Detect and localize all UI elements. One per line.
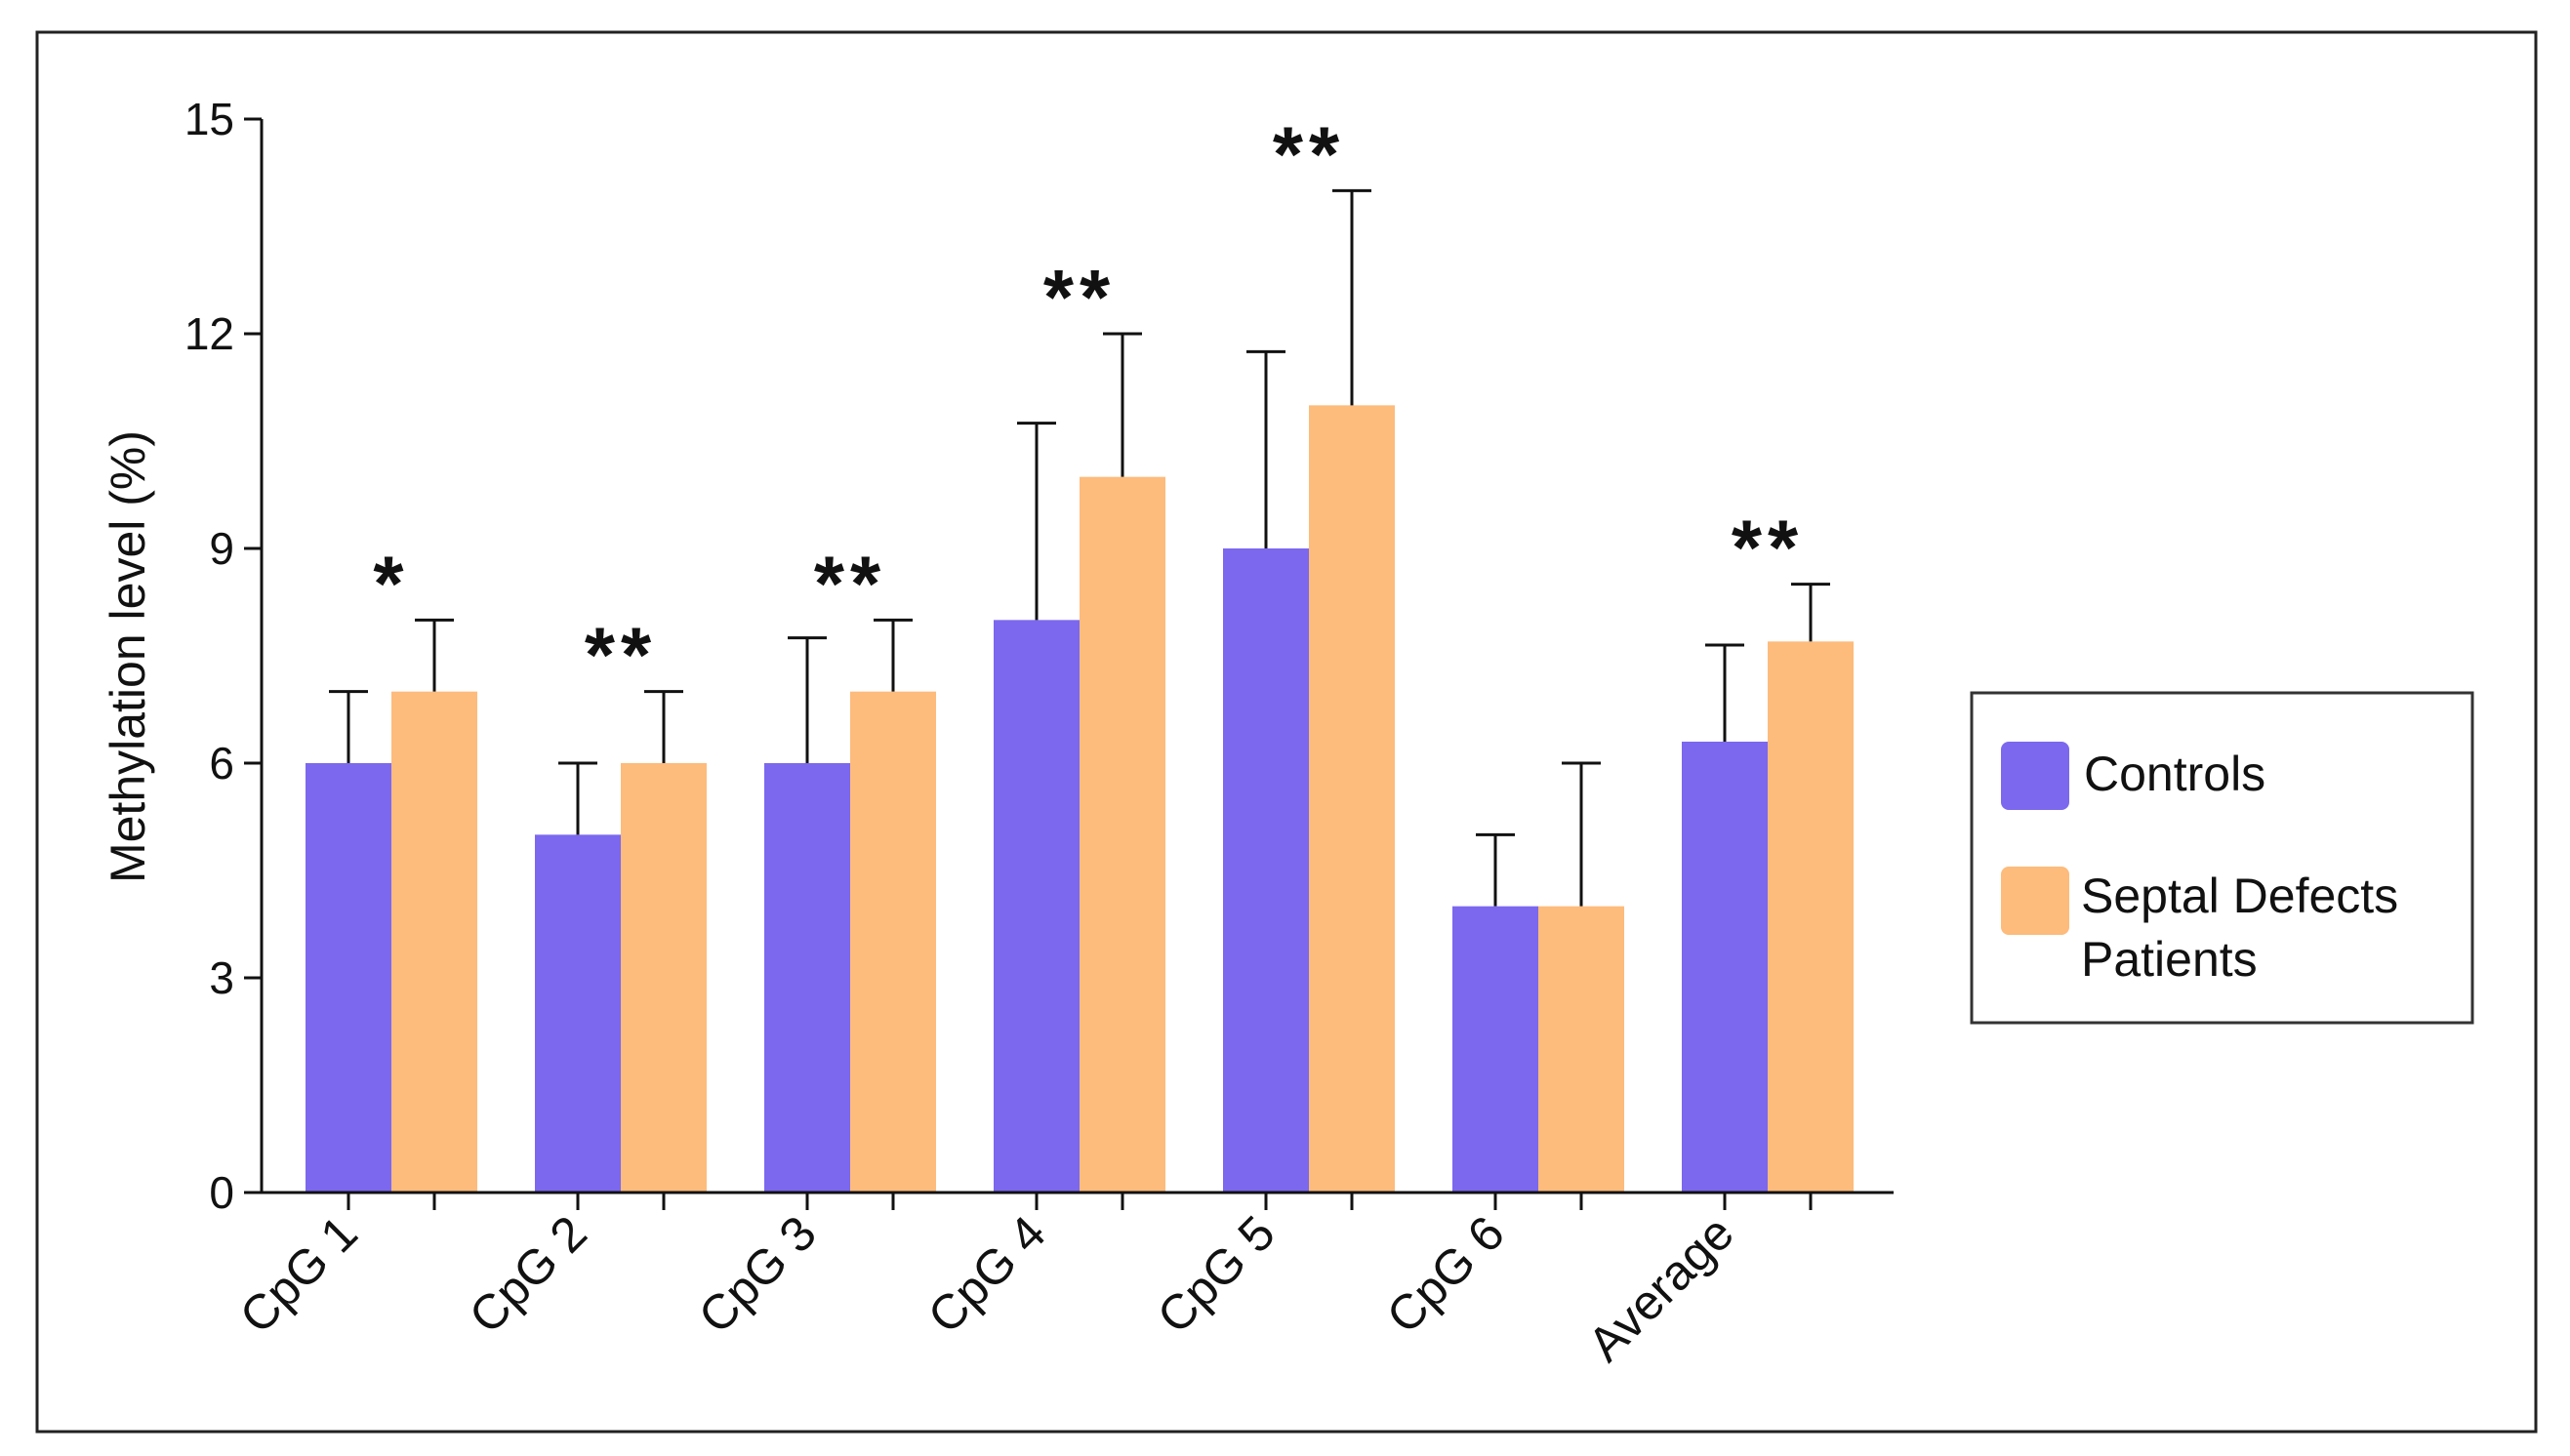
significance-layer: *********** (373, 110, 1804, 699)
bar-patients-4 (1080, 476, 1165, 1193)
y-tick-label-6: 6 (209, 738, 234, 789)
bar-patients-3 (850, 691, 936, 1193)
y-axis-label: Methylation level (%) (101, 430, 155, 883)
legend-label-patients-line2: Patients (2081, 932, 2258, 987)
y-tick-label-12: 12 (184, 308, 234, 359)
bar-controls-7 (1682, 742, 1768, 1193)
y-tick-label-0: 0 (209, 1167, 234, 1218)
bar-controls-5 (1223, 548, 1309, 1193)
bar-controls-6 (1452, 906, 1538, 1193)
bar-patients-6 (1538, 906, 1624, 1193)
y-tick-label-3: 3 (209, 952, 234, 1003)
legend-label-patients-line1: Septal Defects (2081, 869, 2398, 923)
significance-mark-7: ** (1732, 505, 1804, 591)
bar-controls-4 (994, 620, 1080, 1193)
significance-mark-1: * (373, 540, 409, 627)
significance-mark-3: ** (814, 540, 886, 627)
significance-mark-2: ** (585, 612, 657, 699)
bar-controls-2 (535, 834, 621, 1193)
legend: Controls Septal Defects Patients (1970, 691, 2474, 1025)
bar-patients-7 (1768, 641, 1854, 1193)
y-tick-label-15: 15 (184, 94, 234, 144)
bar-patients-1 (391, 691, 477, 1193)
bar-controls-3 (764, 763, 850, 1193)
y-tick-label-9: 9 (209, 523, 234, 574)
significance-mark-5: ** (1273, 110, 1345, 197)
bar-patients-5 (1309, 405, 1395, 1193)
bar-patients-2 (621, 763, 707, 1193)
legend-label-controls: Controls (2084, 747, 2265, 801)
bar-controls-1 (306, 763, 391, 1193)
error-bars-layer (329, 188, 1830, 907)
legend-swatch-controls (2001, 742, 2069, 810)
significance-mark-4: ** (1043, 254, 1116, 341)
bars-layer (306, 405, 1854, 1193)
legend-swatch-patients (2001, 867, 2069, 935)
